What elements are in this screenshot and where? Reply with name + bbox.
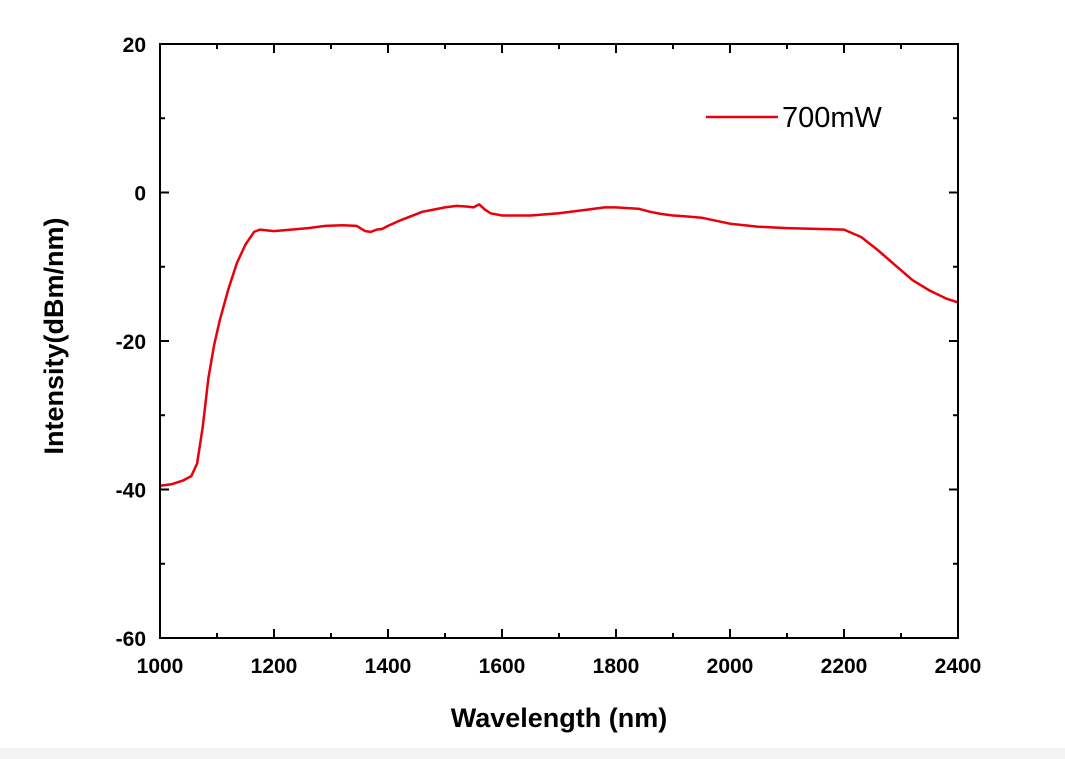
- x-tick-label: 2200: [821, 655, 868, 678]
- x-tick-label: 1400: [365, 655, 412, 678]
- legend: 700mW: [706, 102, 883, 134]
- y-axis-title: Intensity(dBm/nm): [39, 217, 69, 454]
- bottom-strip: [0, 748, 1065, 759]
- series-layer: [159, 203, 959, 488]
- x-axis-title: Wavelength (nm): [451, 703, 668, 733]
- x-tick-label: 1800: [593, 655, 640, 678]
- x-tick-label: 1000: [137, 655, 184, 678]
- x-tick-label: 2400: [935, 655, 982, 678]
- x-tick-label: 2000: [707, 655, 754, 678]
- tick-labels-layer: 1000 1200 1400 1600 1800 2000 2200 2400 -60 -40 -2…: [116, 34, 982, 678]
- y-tick-label: 20: [123, 34, 146, 57]
- y-tick-label: -20: [116, 331, 146, 354]
- series-line-700mW: [159, 203, 959, 488]
- y-tick-label: 0: [134, 183, 146, 206]
- y-tick-label: -40: [116, 480, 146, 503]
- ticks-layer: [159, 43, 959, 639]
- x-tick-label: 1600: [479, 655, 526, 678]
- x-tick-label: 1200: [251, 655, 298, 678]
- y-tick-label: -60: [116, 628, 146, 651]
- legend-label: 700mW: [782, 102, 883, 134]
